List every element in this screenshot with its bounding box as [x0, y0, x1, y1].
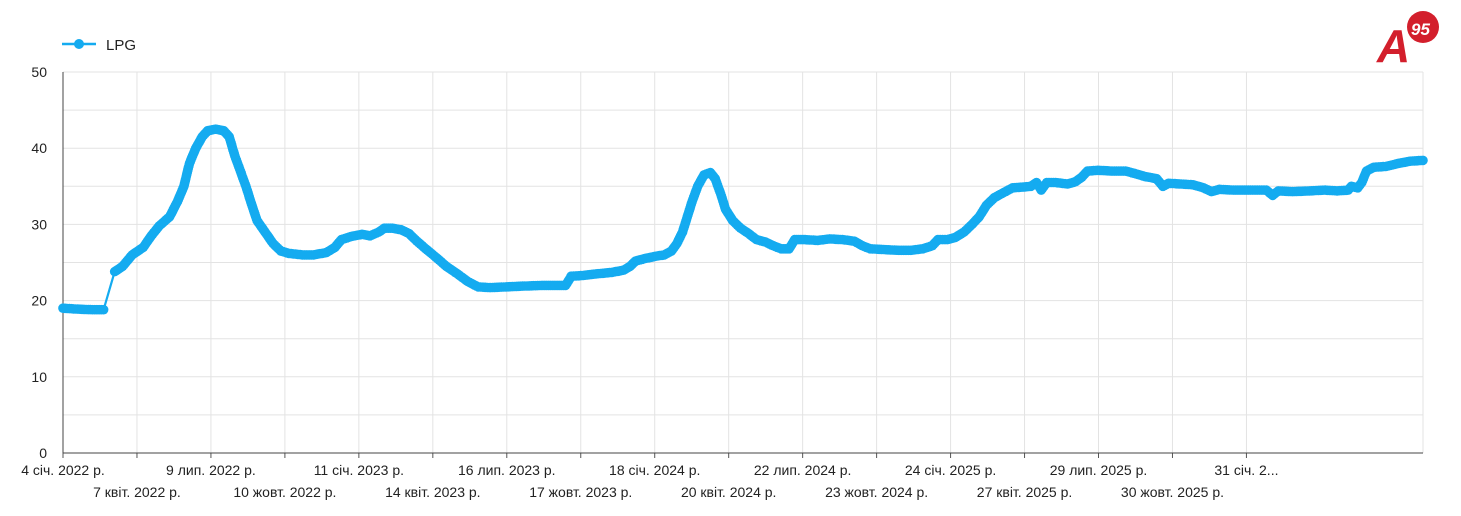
x-tick-label: 18 січ. 2024 р.: [609, 462, 700, 478]
x-tick-label: 16 лип. 2023 р.: [458, 462, 556, 478]
x-tick-label: 29 лип. 2025 р.: [1050, 462, 1148, 478]
y-tick-label: 30: [31, 216, 47, 232]
chart-grid: [62, 71, 1424, 454]
a95-logo: A A 95: [1373, 9, 1443, 73]
svg-text:95: 95: [1411, 20, 1430, 39]
x-tick-label: 23 жовт. 2024 р.: [825, 484, 928, 500]
x-tick-label: 4 січ. 2022 р.: [21, 462, 105, 478]
chart-series: [58, 124, 1428, 315]
x-tick-label: 24 січ. 2025 р.: [905, 462, 996, 478]
series-line-lpg: [62, 128, 1424, 311]
x-tick-label: 10 жовт. 2022 р.: [233, 484, 336, 500]
x-tick-label: 31 січ. 2...: [1214, 462, 1278, 478]
series-point-lpg: [98, 304, 109, 315]
y-tick-label: 40: [31, 140, 47, 156]
x-tick-label: 14 квіт. 2023 р.: [385, 484, 480, 500]
svg-text:A: A: [1376, 20, 1410, 69]
y-tick-label: 10: [31, 369, 47, 385]
x-tick-label: 22 лип. 2024 р.: [754, 462, 852, 478]
x-tick-label: 27 квіт. 2025 р.: [977, 484, 1072, 500]
legend-label-lpg: LPG: [106, 37, 136, 54]
y-tick-label: 50: [31, 64, 47, 80]
y-tick-label: 20: [31, 293, 47, 309]
x-tick-label: 9 лип. 2022 р.: [166, 462, 256, 478]
a95-logo-mark: A A 95: [1375, 11, 1439, 73]
x-tick-label: 7 квіт. 2022 р.: [93, 484, 181, 500]
legend-swatch-marker: [74, 39, 84, 49]
x-tick-label: 30 жовт. 2025 р.: [1121, 484, 1224, 500]
x-tick-label: 20 квіт. 2024 р.: [681, 484, 776, 500]
x-tick-label: 17 жовт. 2023 р.: [529, 484, 632, 500]
y-tick-label: 0: [39, 445, 47, 461]
chart-axes: 0 10 20 30 40 50 4 січ. 2022 р. 7 квіт. 2022 р.…: [21, 64, 1423, 500]
svg-text:A: A: [1376, 20, 1410, 69]
x-tick-label: 11 січ. 2023 р.: [314, 462, 404, 478]
series-point-lpg: [1418, 155, 1428, 166]
legend[interactable]: LPG: [62, 37, 136, 54]
